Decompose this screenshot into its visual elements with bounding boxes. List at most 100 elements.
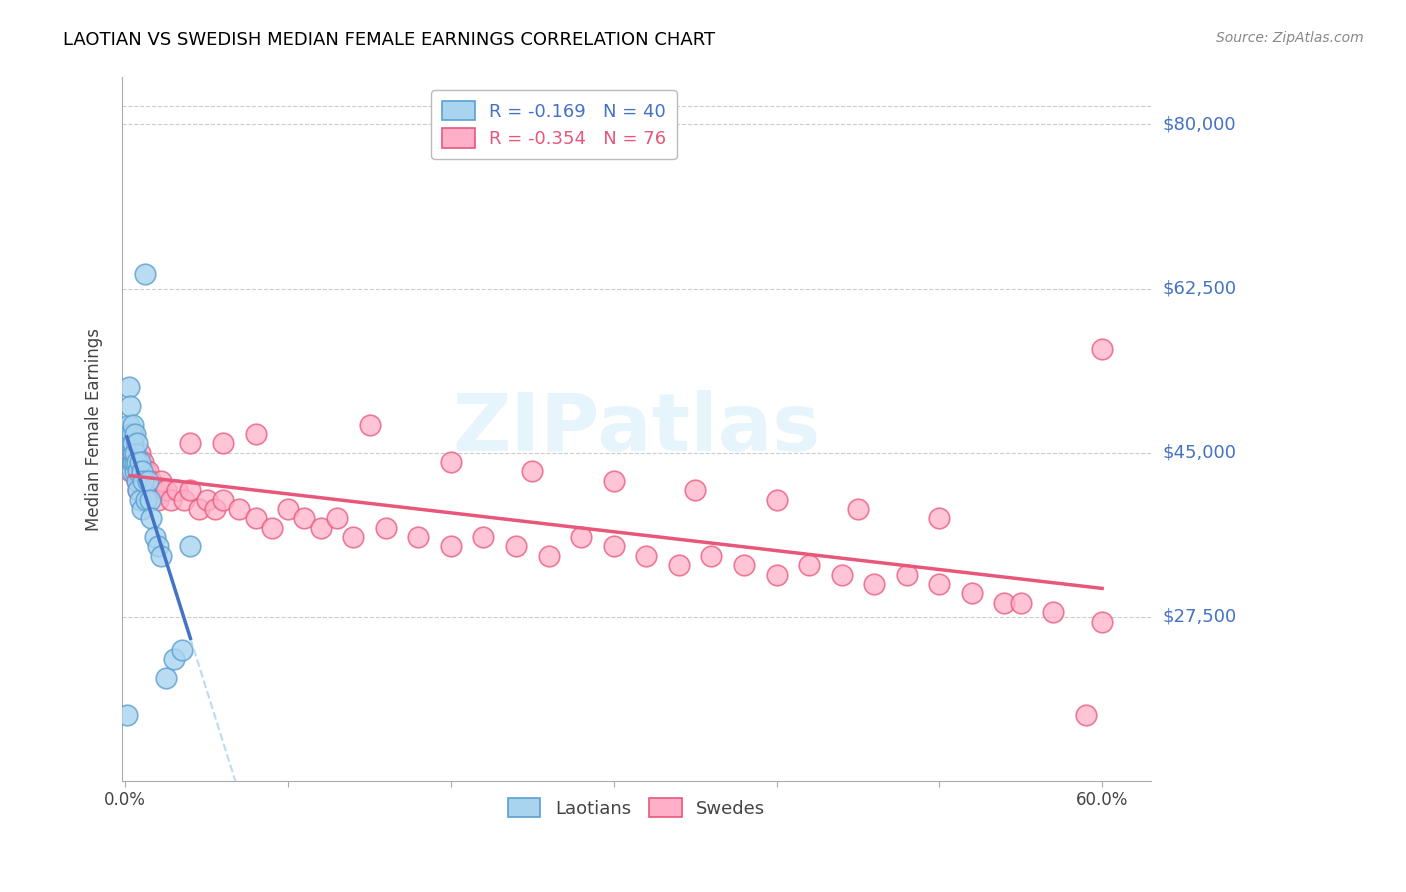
Point: [134, 465, 156, 479]
Point: [160, 492, 183, 507]
Point: [846, 502, 869, 516]
Point: [1091, 615, 1114, 629]
Text: $45,000: $45,000: [1163, 443, 1236, 462]
Text: ZIPatlas: ZIPatlas: [453, 390, 821, 468]
Point: [440, 455, 463, 469]
Point: [993, 596, 1015, 610]
Point: [143, 530, 166, 544]
Point: [733, 558, 755, 573]
Point: [129, 445, 152, 459]
Point: [765, 492, 787, 507]
Point: [260, 521, 283, 535]
Point: [150, 474, 173, 488]
Point: [127, 483, 149, 498]
Point: [1091, 343, 1114, 357]
Point: [603, 540, 626, 554]
Point: [125, 436, 148, 450]
Point: [179, 436, 201, 450]
Point: [155, 483, 177, 498]
Point: [228, 502, 250, 516]
Point: [124, 426, 146, 441]
Point: [960, 586, 983, 600]
Point: [212, 492, 235, 507]
Point: [131, 465, 153, 479]
Point: [121, 465, 143, 479]
Point: [195, 492, 218, 507]
Point: [124, 465, 146, 479]
Point: [569, 530, 592, 544]
Text: $80,000: $80,000: [1163, 115, 1236, 133]
Point: [124, 465, 146, 479]
Point: [125, 455, 148, 469]
Point: [117, 417, 139, 432]
Point: [204, 502, 226, 516]
Point: [131, 465, 153, 479]
Point: [122, 455, 145, 469]
Point: [277, 502, 299, 516]
Point: [863, 577, 886, 591]
Point: [309, 521, 332, 535]
Point: [146, 540, 169, 554]
Point: [342, 530, 364, 544]
Point: [683, 483, 706, 498]
Point: [1042, 605, 1064, 619]
Point: [143, 483, 166, 498]
Point: [135, 492, 157, 507]
Point: [155, 671, 177, 685]
Point: [131, 502, 153, 516]
Point: [132, 455, 155, 469]
Point: [141, 474, 163, 488]
Point: [124, 445, 146, 459]
Point: [117, 380, 139, 394]
Point: [636, 549, 658, 563]
Point: [124, 455, 146, 469]
Point: [141, 511, 163, 525]
Point: [122, 436, 145, 450]
Point: [245, 511, 267, 525]
Point: [896, 567, 918, 582]
Point: [127, 465, 149, 479]
Text: LAOTIAN VS SWEDISH MEDIAN FEMALE EARNINGS CORRELATION CHART: LAOTIAN VS SWEDISH MEDIAN FEMALE EARNING…: [63, 31, 716, 49]
Point: [129, 492, 152, 507]
Point: [326, 511, 349, 525]
Point: [440, 540, 463, 554]
Point: [122, 417, 145, 432]
Point: [173, 492, 195, 507]
Point: [292, 511, 315, 525]
Point: [136, 474, 159, 488]
Point: [132, 474, 155, 488]
Point: [166, 483, 188, 498]
Point: [928, 577, 950, 591]
Point: [120, 436, 142, 450]
Point: [1010, 596, 1032, 610]
Point: [135, 474, 157, 488]
Point: [124, 445, 146, 459]
Text: Source: ZipAtlas.com: Source: ZipAtlas.com: [1216, 31, 1364, 45]
Point: [146, 492, 169, 507]
Point: [150, 549, 173, 563]
Y-axis label: Median Female Earnings: Median Female Earnings: [86, 327, 103, 531]
Point: [127, 455, 149, 469]
Point: [138, 492, 160, 507]
Point: [172, 642, 194, 657]
Point: [134, 268, 156, 282]
Point: [408, 530, 430, 544]
Point: [831, 567, 853, 582]
Point: [179, 483, 201, 498]
Point: [537, 549, 560, 563]
Point: [472, 530, 495, 544]
Point: [505, 540, 527, 554]
Point: [765, 567, 787, 582]
Point: [179, 540, 201, 554]
Point: [522, 465, 544, 479]
Point: [245, 426, 267, 441]
Point: [125, 455, 148, 469]
Point: [120, 465, 142, 479]
Point: [115, 708, 138, 723]
Point: [125, 474, 148, 488]
Point: [125, 474, 148, 488]
Point: [121, 426, 143, 441]
Point: [129, 474, 152, 488]
Point: [121, 436, 143, 450]
Point: [120, 399, 142, 413]
